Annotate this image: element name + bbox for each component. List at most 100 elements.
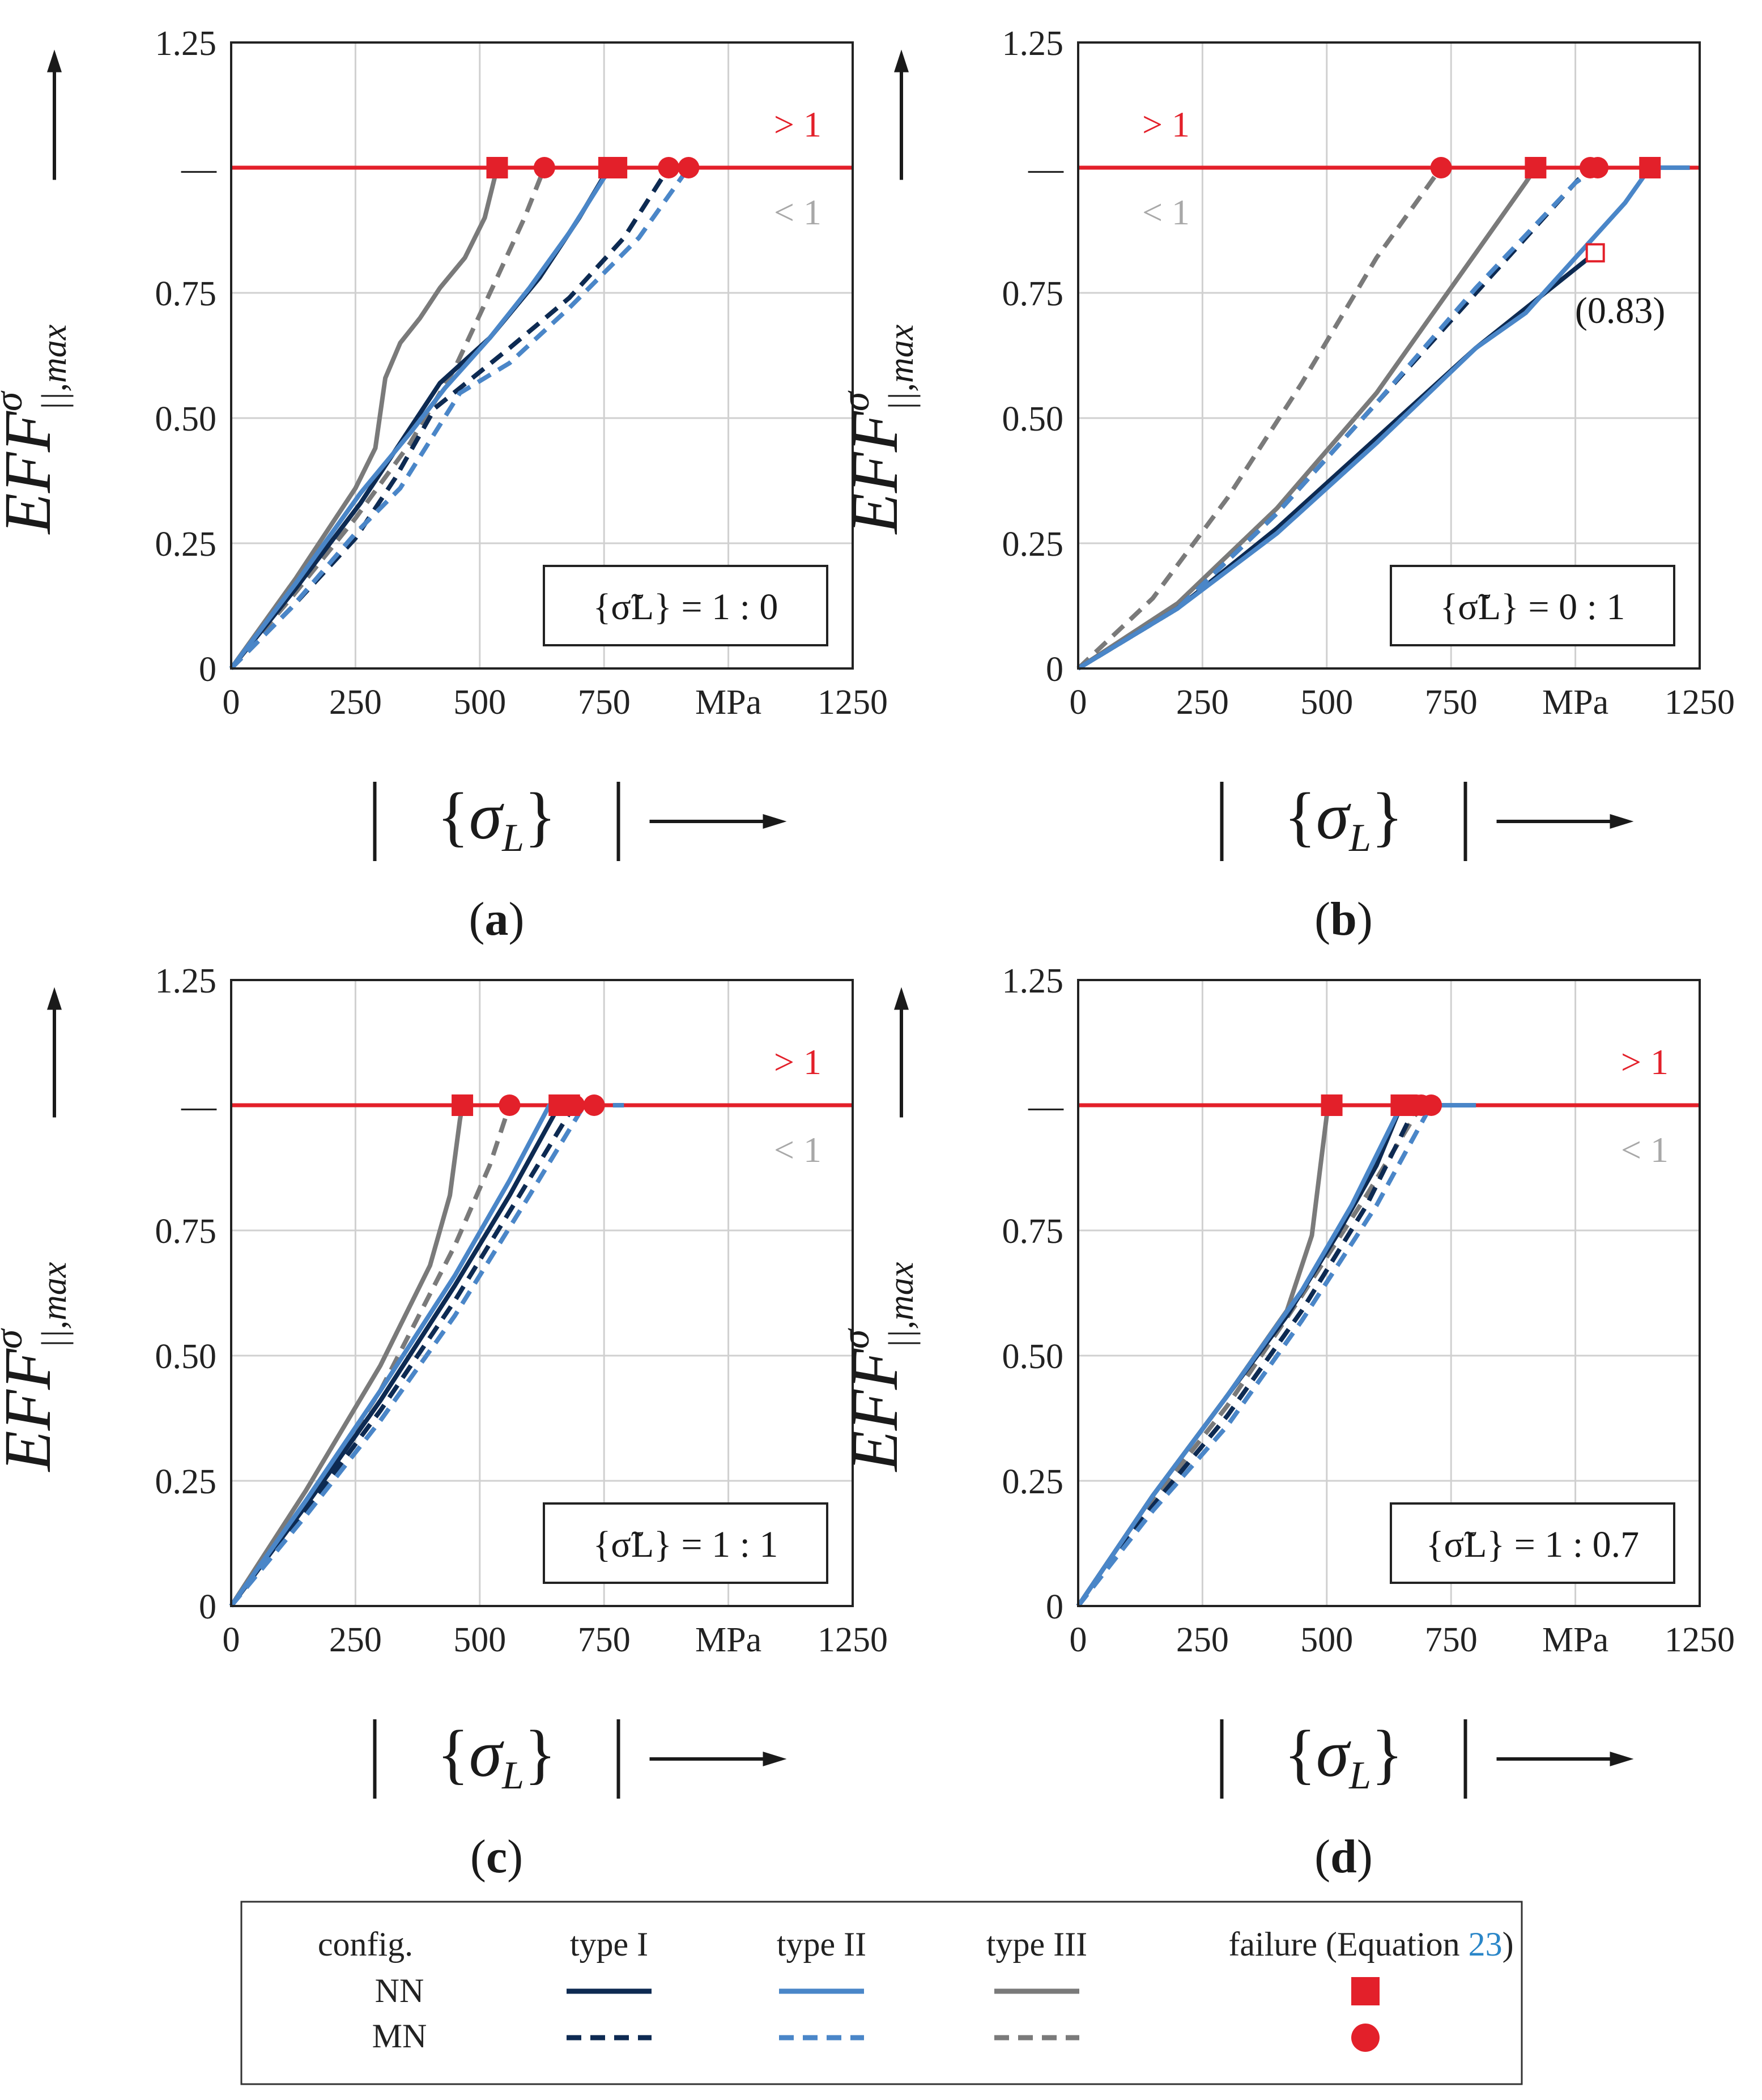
plot-frame — [1077, 41, 1701, 670]
failure-marker-square — [606, 157, 628, 178]
above-threshold-label: > 1 — [1621, 1042, 1669, 1082]
y-tick-label: 0.75 — [1002, 275, 1064, 313]
panel-c: 0 0.25 0.50 0.75 — 1.25 0 250 500 750 MPa 1250 > 1 < … — [0, 962, 888, 1883]
y-axis-arrowhead — [894, 49, 909, 73]
y-tick-label: 0 — [199, 650, 216, 689]
y-tick-label: 0.50 — [155, 400, 217, 438]
legend-failure-ref: 23 — [1469, 1926, 1503, 1963]
above-threshold-label: > 1 — [774, 104, 822, 144]
x-tick-label: 0 — [1070, 683, 1087, 722]
y-tick-label: 1.25 — [1002, 24, 1064, 63]
x-axis-arrowhead — [1610, 814, 1634, 829]
ratio-label: {σ̃L} = 1 : 0.7 — [1426, 1524, 1639, 1565]
panel-b: 0 0.25 0.50 0.75 — 1.25 0 250 500 750 MPa 1250 > 1 < … — [834, 24, 1735, 945]
y-tick-label: 1.25 — [155, 962, 217, 1000]
x-tick-label: 0 — [1070, 1621, 1087, 1659]
ratio-box — [1390, 565, 1675, 646]
x-unit-label: MPa — [1542, 683, 1608, 722]
plot-frame — [230, 979, 854, 1607]
legend-failure-prefix: failure (Equation — [1228, 1926, 1468, 1963]
x-tick-label: 0 — [223, 1621, 240, 1659]
failure-marker-circle — [1420, 1094, 1442, 1116]
y-tick-label: 0 — [1046, 1588, 1063, 1626]
x-axis-label: {σL} — [1284, 1716, 1403, 1797]
plot-frame — [230, 41, 854, 670]
ratio-box — [543, 565, 828, 646]
y-tick-label: 0.25 — [1002, 1463, 1064, 1501]
y-tick-label: 0.75 — [155, 1212, 217, 1251]
legend-nn-label: NN — [375, 1972, 424, 2009]
x-tick-label: 500 — [453, 1621, 506, 1659]
y-tick-label: — — [181, 150, 217, 188]
x-tick-label: 250 — [329, 683, 382, 722]
series-mn-type2 — [1076, 165, 1599, 671]
y-tick-label: 0 — [1046, 650, 1063, 689]
series-mn-type2 — [1076, 1104, 1433, 1608]
y-tick-label: 0.75 — [1002, 1212, 1064, 1251]
plot-area — [1078, 42, 1700, 668]
y-tick-label: — — [1028, 1087, 1064, 1126]
series-nn-type1 — [229, 1104, 561, 1608]
series-nn-type3 — [229, 167, 500, 670]
legend-config-header: config. — [318, 1926, 413, 1963]
below-threshold-label: < 1 — [1142, 192, 1190, 232]
series-nn-type3 — [229, 1105, 465, 1608]
x-unit-label: MPa — [695, 1621, 761, 1659]
panel-d: 0 0.25 0.50 0.75 — 1.25 0 250 500 750 MPa 1250 > 1 < … — [834, 962, 1735, 1883]
below-threshold-label: < 1 — [1621, 1130, 1669, 1170]
y-axis-arrowhead — [47, 987, 62, 1010]
series-nn-type2 — [1076, 165, 1690, 671]
y-tick-label: 0.25 — [1002, 525, 1064, 564]
x-axis-arrowhead — [763, 814, 787, 829]
legend-type3-header: type III — [986, 1926, 1087, 1963]
panel-a: 0 0.25 0.50 0.75 — 1.25 0 250 500 750 MPa 1250 > 1 < … — [0, 24, 888, 945]
y-tick-label: 0 — [199, 1588, 216, 1626]
above-threshold-label: > 1 — [1142, 104, 1190, 144]
below-threshold-label: < 1 — [774, 1130, 822, 1170]
x-tick-label: 750 — [578, 683, 631, 722]
ratio-box — [1390, 1502, 1675, 1584]
y-tick-label: — — [181, 1087, 217, 1126]
x-tick-label: 750 — [1425, 1621, 1478, 1659]
x-tick-label: 250 — [1176, 1621, 1229, 1659]
plot-area — [1078, 980, 1700, 1606]
y-axis-label: EFFσ||,max — [0, 1262, 74, 1472]
legend-type1-header: type I — [570, 1926, 648, 1963]
annotation-label: (0.83) — [1575, 290, 1665, 331]
x-unit-label: MPa — [1542, 1621, 1608, 1659]
plot-area — [231, 42, 853, 668]
failure-marker-circle — [1587, 157, 1609, 178]
y-tick-label: 0.75 — [155, 275, 217, 313]
ratio-label: {σ̃L} = 1 : 0 — [593, 586, 778, 628]
y-tick-label: 0.25 — [155, 525, 217, 564]
series-mn-type1 — [1076, 1104, 1419, 1608]
failure-marker-circle — [563, 1094, 585, 1116]
y-tick-label: 0.25 — [155, 1463, 217, 1501]
series-mn-type1 — [229, 1104, 576, 1608]
failure-marker-circle — [499, 1094, 521, 1116]
x-axis-label: {σL} — [1284, 779, 1403, 860]
y-axis-label: EFFσ||,max — [834, 1262, 921, 1472]
x-tick-label: 500 — [453, 683, 506, 722]
panels: 0 0.25 0.50 0.75 — 1.25 0 250 500 750 MPa 1250 > 1 < … — [0, 24, 1735, 1883]
ratio-label: {σ̃L} = 1 : 1 — [593, 1524, 778, 1565]
panel-caption: (d) — [1314, 1830, 1373, 1883]
ratio-label: {σ̃L} = 0 : 1 — [1440, 586, 1625, 628]
y-axis-arrowhead — [894, 987, 909, 1010]
plot-frame — [1077, 979, 1701, 1607]
x-axis-arrowhead — [763, 1752, 787, 1766]
x-tick-label: 500 — [1300, 683, 1353, 722]
x-tick-label: 750 — [578, 1621, 631, 1659]
series-mn-type2 — [229, 166, 691, 670]
legend-failure-circle-marker — [1351, 2024, 1380, 2052]
y-tick-label: 0.50 — [1002, 400, 1064, 438]
y-tick-label: 1.25 — [1002, 962, 1064, 1000]
y-tick-label: 0.50 — [155, 1337, 217, 1376]
plot-area — [231, 980, 853, 1606]
y-tick-label: 0.50 — [1002, 1337, 1064, 1376]
panel-caption: (a) — [469, 893, 525, 945]
legend-mn-label: MN — [372, 2017, 427, 2055]
x-axis-label: {σL} — [437, 1716, 556, 1797]
panel-caption: (c) — [470, 1830, 523, 1883]
y-tick-label: — — [1028, 150, 1064, 188]
